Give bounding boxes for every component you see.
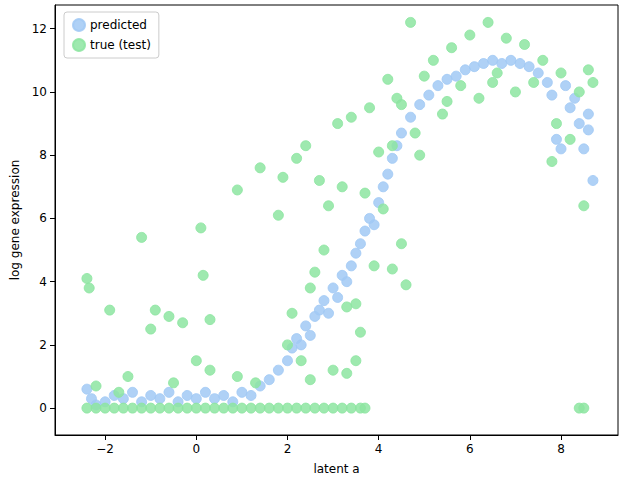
svg-text:log gene expression: log gene expression bbox=[8, 160, 22, 281]
svg-text:4: 4 bbox=[375, 442, 383, 456]
svg-text:predicted: predicted bbox=[90, 18, 147, 32]
svg-text:true (test): true (test) bbox=[90, 38, 151, 52]
svg-text:6: 6 bbox=[39, 211, 47, 225]
svg-text:latent a: latent a bbox=[313, 462, 359, 476]
svg-text:2: 2 bbox=[39, 338, 47, 352]
svg-text:2: 2 bbox=[284, 442, 292, 456]
svg-text:6: 6 bbox=[466, 442, 474, 456]
svg-text:8: 8 bbox=[557, 442, 565, 456]
svg-text:0: 0 bbox=[39, 401, 47, 415]
svg-text:4: 4 bbox=[39, 275, 47, 289]
svg-text:8: 8 bbox=[39, 148, 47, 162]
svg-text:12: 12 bbox=[32, 22, 47, 36]
svg-text:−2: −2 bbox=[96, 442, 114, 456]
svg-text:0: 0 bbox=[192, 442, 200, 456]
svg-text:10: 10 bbox=[32, 85, 47, 99]
